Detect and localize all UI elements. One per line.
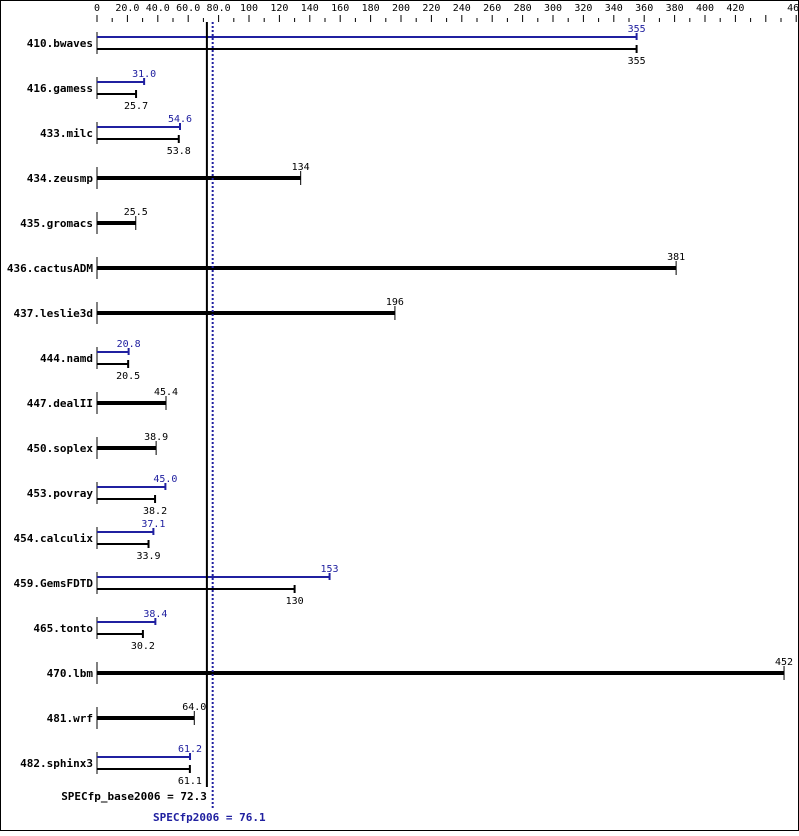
data-label-peak: 45.0	[153, 474, 177, 485]
data-label-base: 20.5	[116, 371, 140, 382]
benchmark-label: 433.milc	[40, 127, 93, 140]
bar-base	[97, 311, 395, 315]
data-label-base: 38.9	[144, 432, 168, 443]
x-tick-label: 240	[453, 3, 471, 14]
bar-peak	[97, 531, 154, 533]
data-label-peak: 153	[321, 564, 339, 575]
data-label-base: 64.0	[182, 702, 206, 713]
benchmark-label: 465.tonto	[33, 622, 93, 635]
data-label-peak: 37.1	[141, 519, 165, 530]
x-tick-label: 140	[301, 3, 319, 14]
data-label-peak: 54.6	[168, 114, 192, 125]
x-tick-label: 40.0	[146, 3, 170, 14]
x-tick-label: 420	[726, 3, 744, 14]
data-label-base: 355	[628, 56, 646, 67]
bar-base	[97, 498, 156, 500]
reference-label-base: SPECfp_base2006 = 72.3	[61, 790, 207, 803]
x-tick-label: 80.0	[207, 3, 231, 14]
benchmark-label: 437.leslie3d	[14, 307, 93, 320]
data-label-base: 25.7	[124, 101, 148, 112]
x-tick-label: 360	[635, 3, 653, 14]
x-tick-label: 380	[666, 3, 684, 14]
x-tick-label: 180	[362, 3, 380, 14]
bar-base	[97, 633, 143, 635]
bar-base	[97, 401, 167, 405]
benchmark-label: 410.bwaves	[27, 37, 93, 50]
benchmark-label: 444.namd	[40, 352, 93, 365]
data-label-base: 33.9	[136, 551, 160, 562]
x-tick-label: 120	[270, 3, 288, 14]
bar-base	[97, 138, 179, 140]
bar-base	[97, 266, 677, 270]
bar-base	[97, 588, 295, 590]
bar-base	[97, 671, 785, 675]
x-tick-label: 400	[696, 3, 714, 14]
data-label-base: 45.4	[154, 387, 178, 398]
data-label-base: 30.2	[131, 641, 155, 652]
bar-base	[97, 363, 129, 365]
bar-peak	[97, 576, 330, 578]
data-label-peak: 31.0	[132, 69, 156, 80]
bar-peak	[97, 756, 191, 758]
x-tick-label: 60.0	[176, 3, 200, 14]
reference-label-peak: SPECfp2006 = 76.1	[153, 811, 266, 824]
data-label-peak: 61.2	[178, 744, 202, 755]
benchmark-label: 416.gamess	[27, 82, 93, 95]
bar-base	[97, 93, 137, 95]
x-tick-label: 280	[514, 3, 532, 14]
data-label-base: 452	[775, 657, 793, 668]
bar-base	[97, 543, 149, 545]
x-tick-label: 300	[544, 3, 562, 14]
x-tick-label: 220	[422, 3, 440, 14]
bar-peak	[97, 621, 156, 623]
bar-base	[97, 768, 190, 770]
benchmark-label: 459.GemsFDTD	[14, 577, 94, 590]
bar-peak	[97, 36, 637, 38]
bar-peak	[97, 126, 180, 128]
bar-peak	[97, 351, 129, 353]
bar-base	[97, 176, 301, 180]
x-tick-label: 0	[94, 3, 100, 14]
benchmark-label: 481.wrf	[47, 712, 93, 725]
data-label-base: 130	[286, 596, 304, 607]
benchmark-label: 453.povray	[27, 487, 94, 500]
x-tick-label: 260	[483, 3, 501, 14]
data-label-peak: 355	[628, 24, 646, 35]
data-label-base: 61.1	[178, 776, 202, 787]
benchmark-label: 447.dealII	[27, 397, 93, 410]
data-label-peak: 20.8	[117, 339, 141, 350]
x-tick-label: 200	[392, 3, 410, 14]
x-tick-label: 460	[787, 3, 799, 14]
benchmark-label: 482.sphinx3	[20, 757, 93, 770]
benchmark-label: 435.gromacs	[20, 217, 93, 230]
x-tick-label: 160	[331, 3, 349, 14]
benchmark-label: 434.zeusmp	[27, 172, 94, 185]
bar-base	[97, 716, 195, 720]
bar-base	[97, 221, 136, 225]
data-label-peak: 38.4	[143, 609, 167, 620]
x-tick-label: 320	[574, 3, 592, 14]
x-tick-label: 100	[240, 3, 258, 14]
data-label-base: 196	[386, 297, 404, 308]
x-tick-label: 340	[605, 3, 623, 14]
data-label-base: 53.8	[167, 146, 191, 157]
bar-base	[97, 48, 637, 50]
data-label-base: 25.5	[124, 207, 148, 218]
benchmark-label: 454.calculix	[14, 532, 94, 545]
x-tick-label: 20.0	[115, 3, 139, 14]
data-label-base: 381	[667, 252, 685, 263]
bar-peak	[97, 81, 145, 83]
benchmark-label: 450.soplex	[27, 442, 94, 455]
data-label-base: 134	[292, 162, 310, 173]
data-label-base: 38.2	[143, 506, 167, 517]
benchmark-label: 470.lbm	[47, 667, 94, 680]
bar-base	[97, 446, 157, 450]
bar-peak	[97, 486, 166, 488]
benchmark-label: 436.cactusADM	[7, 262, 93, 275]
